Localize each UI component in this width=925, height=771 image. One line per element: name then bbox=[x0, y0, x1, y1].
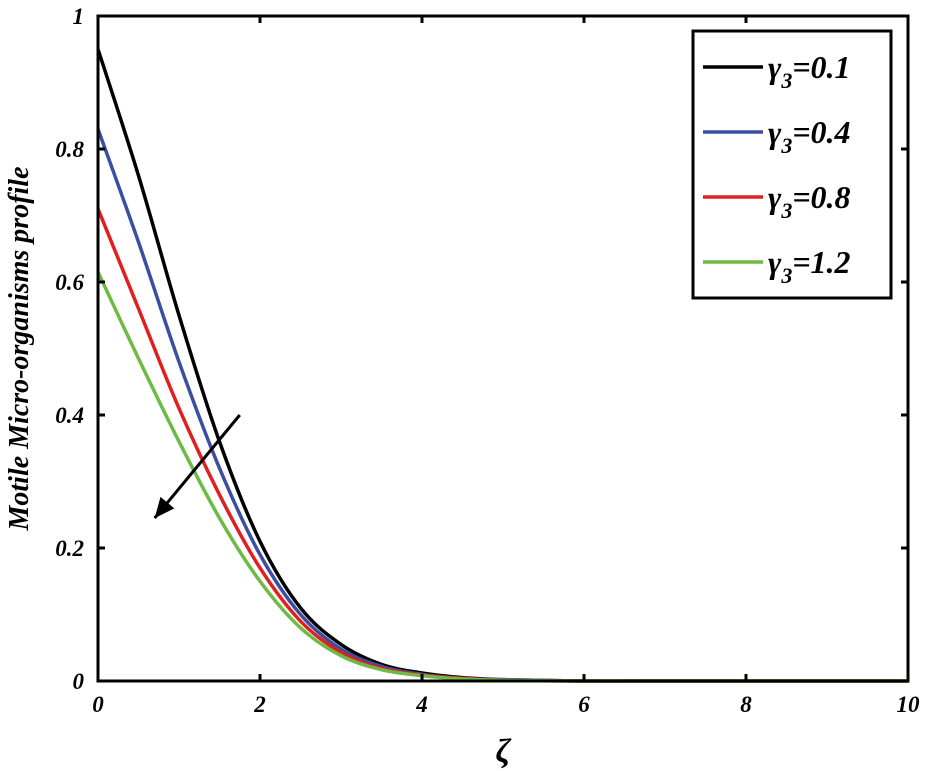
x-tick-label-5: 10 bbox=[897, 692, 921, 717]
y-tick-label-0: 0 bbox=[73, 669, 85, 694]
y-tick-label-3: 0.6 bbox=[55, 270, 84, 295]
label-layer: 0 2 4 6 8 10 0 0.2 0.4 0.6 0.8 1 bbox=[55, 4, 920, 717]
legend-subscript-3: 3 bbox=[780, 263, 792, 288]
y-tick-label-1: 0.2 bbox=[55, 536, 84, 561]
x-tick-label-3: 6 bbox=[578, 692, 590, 717]
x-tick-label-0: 0 bbox=[92, 692, 104, 717]
legend-symbol-0: γ bbox=[768, 49, 782, 85]
y-tick-label-5: 1 bbox=[73, 4, 85, 29]
legend-value-2: =0.8 bbox=[792, 179, 850, 215]
x-tick-label-1: 2 bbox=[253, 692, 266, 717]
trend-arrow-shaft bbox=[153, 414, 241, 520]
x-tick-label-4: 8 bbox=[740, 692, 752, 717]
legend-label-0: γ3=0.1 bbox=[768, 49, 851, 93]
legend-symbol-2: γ bbox=[768, 179, 782, 215]
legend-label-2: γ3=0.8 bbox=[768, 179, 851, 223]
annotation-layer bbox=[153, 414, 241, 520]
legend-value-0: =0.1 bbox=[792, 49, 850, 85]
legend-subscript-1: 3 bbox=[780, 133, 792, 158]
legend-value-3: =1.2 bbox=[792, 244, 850, 280]
x-tick-label-2: 4 bbox=[415, 692, 428, 717]
legend: γ3=0.1γ3=0.4γ3=0.8γ3=1.2 bbox=[691, 29, 893, 300]
y-tick-label-4: 0.8 bbox=[55, 137, 84, 162]
legend-subscript-0: 3 bbox=[780, 68, 792, 93]
legend-symbol-3: γ bbox=[768, 244, 782, 280]
y-tick-label-2: 0.4 bbox=[55, 403, 84, 428]
legend-subscript-2: 3 bbox=[780, 198, 792, 223]
legend-box bbox=[691, 29, 893, 300]
trend-arrow-head bbox=[154, 496, 175, 519]
legend-symbol-1: γ bbox=[768, 114, 782, 150]
tick-layer bbox=[96, 14, 910, 683]
plot-frame bbox=[96, 14, 910, 683]
x-axis-title: ζ bbox=[496, 733, 512, 770]
y-axis-title: Motile Micro-organisms profile bbox=[4, 166, 35, 531]
legend-label-1: γ3=0.4 bbox=[768, 114, 851, 158]
legend-value-1: =0.4 bbox=[792, 114, 850, 150]
series-line-3 bbox=[96, 271, 908, 683]
legend-label-3: γ3=1.2 bbox=[768, 244, 851, 288]
